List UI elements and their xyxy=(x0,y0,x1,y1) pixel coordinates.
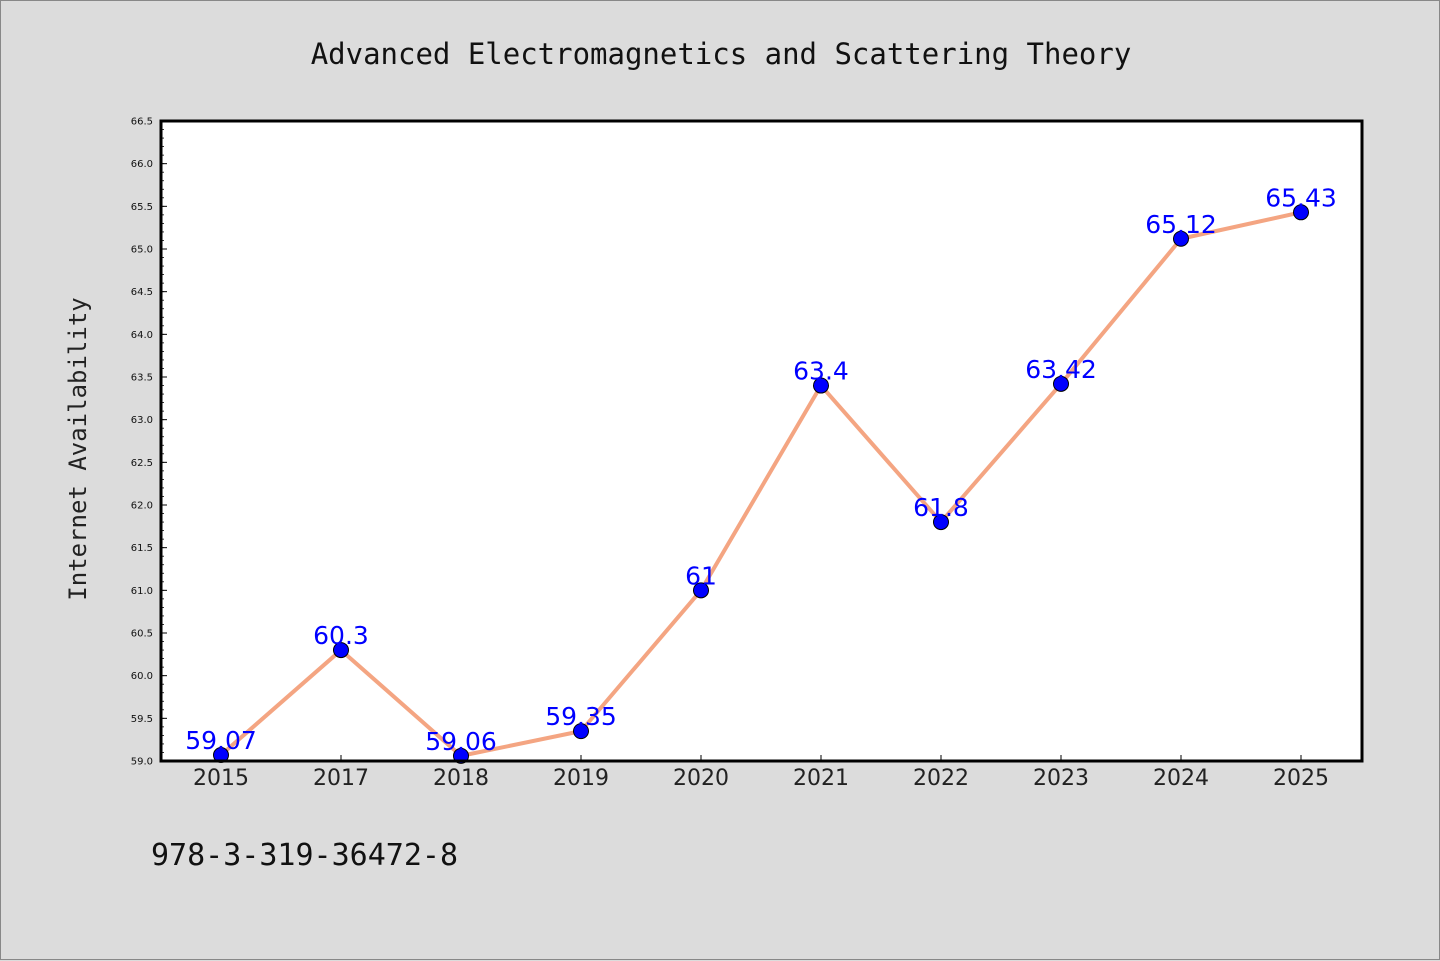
data-label: 60.3 xyxy=(313,621,369,650)
data-point xyxy=(813,377,829,394)
y-tick-label: 61.0 xyxy=(131,586,153,597)
x-tick-label: 2024 xyxy=(1153,766,1209,791)
y-tick-label: 66.0 xyxy=(131,159,153,170)
data-label: 59.06 xyxy=(425,727,497,756)
plot-area xyxy=(161,121,1362,761)
data-point xyxy=(933,514,949,531)
isbn-text: 978-3-319-36472-8 xyxy=(151,838,458,873)
axis-ticks: 59.0 59.5 60.0 60.5 61.0 61.5 62.0 62.5 63.0 63.5… xyxy=(131,117,1329,792)
y-tick-label: 62.5 xyxy=(131,458,153,469)
data-label: 65.12 xyxy=(1145,210,1217,239)
data-point xyxy=(1053,375,1069,392)
data-point xyxy=(333,642,349,659)
data-label: 61.8 xyxy=(913,493,969,522)
x-tick-label: 2018 xyxy=(433,766,489,791)
plot-frame xyxy=(159,119,1364,763)
data-label: 63.42 xyxy=(1025,355,1097,384)
x-tick-label: 2022 xyxy=(913,766,969,791)
series-line-layer xyxy=(219,210,1303,758)
y-tick-label: 64.0 xyxy=(131,330,153,341)
data-labels: 59.07 60.3 59.06 59.35 61 63.4 61.8 63.42 65.12 6… xyxy=(185,183,1337,756)
y-tick-label: 63.5 xyxy=(131,373,153,384)
y-tick-label: 63.0 xyxy=(131,415,153,426)
y-axis-label: Internet Availability xyxy=(64,297,92,600)
x-tick-label: 2023 xyxy=(1033,766,1089,791)
y-tick-label: 60.5 xyxy=(131,629,153,640)
x-tick-label: 2019 xyxy=(553,766,609,791)
x-tick-label: 2020 xyxy=(673,766,729,791)
chart-title: Advanced Electromagnetics and Scattering… xyxy=(311,37,1132,71)
y-tick-label: 61.5 xyxy=(131,543,153,554)
y-tick-label: 66.5 xyxy=(131,117,153,128)
y-tick-label: 62.0 xyxy=(131,501,153,512)
data-label: 63.4 xyxy=(793,357,849,386)
y-tick-label: 64.5 xyxy=(131,287,153,298)
y-tick-label: 65.0 xyxy=(131,245,153,256)
data-point xyxy=(1173,230,1189,247)
data-label: 65.43 xyxy=(1265,183,1337,212)
x-tick-label: 2025 xyxy=(1273,766,1329,791)
data-point xyxy=(693,582,709,599)
y-tick-label: 59.0 xyxy=(131,757,153,768)
data-point xyxy=(213,747,229,764)
y-tick-label: 59.5 xyxy=(131,714,153,725)
data-label: 59.07 xyxy=(185,726,257,755)
data-label: 59.35 xyxy=(545,702,617,731)
y-tick-label: 65.5 xyxy=(131,202,153,213)
data-label: 61 xyxy=(685,561,717,590)
x-tick-label: 2015 xyxy=(193,766,249,791)
x-tick-label: 2021 xyxy=(793,766,849,791)
x-tick-label: 2017 xyxy=(313,766,369,791)
y-tick-label: 60.0 xyxy=(131,671,153,682)
series-line xyxy=(219,210,1303,758)
data-point xyxy=(1293,204,1309,221)
data-point xyxy=(573,723,589,740)
